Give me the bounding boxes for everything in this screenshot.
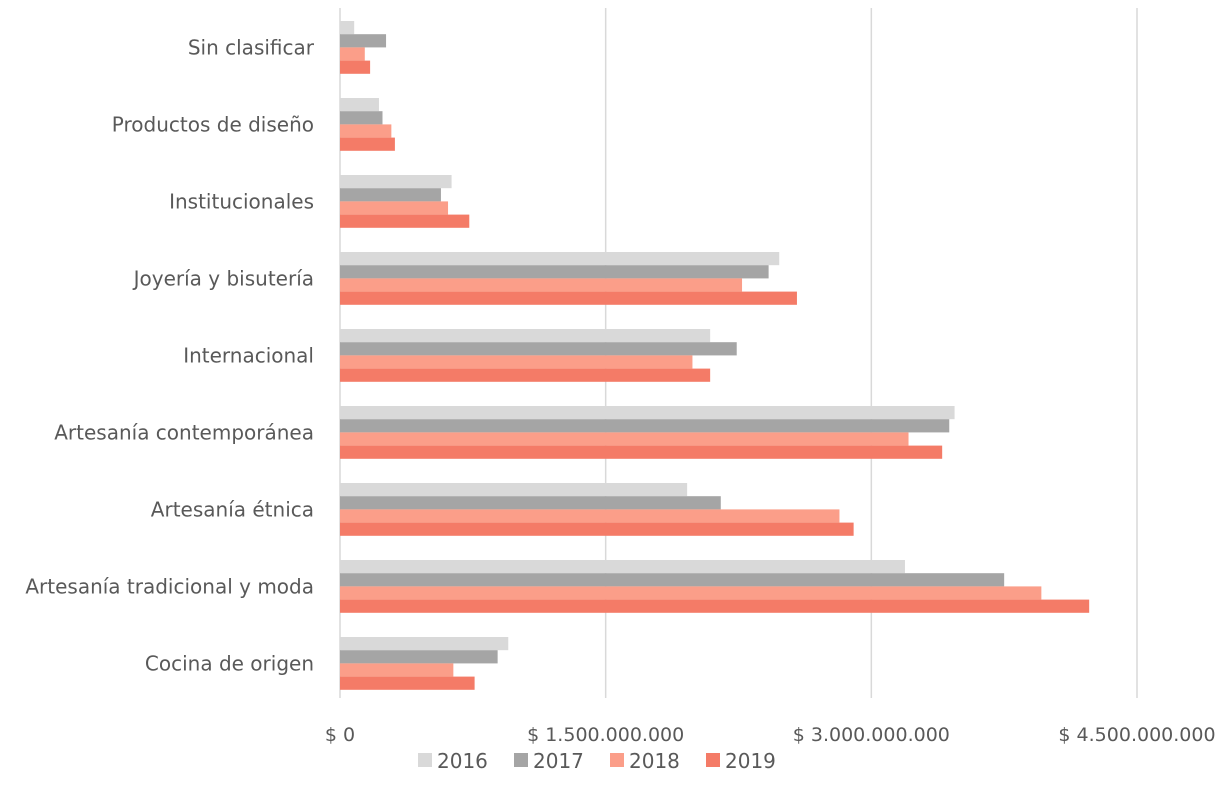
x-tick-labels: $ 0 $ 1.500.000.000 $ 3.000.000.000 $ 4.500…: [325, 724, 1216, 746]
x-tick-label: $ 4.500.000.000: [1058, 724, 1215, 746]
bar-2017: [340, 111, 383, 125]
bar-2017: [340, 496, 721, 510]
bars: [340, 21, 1090, 690]
bar-2017: [340, 188, 441, 202]
bar-2019: [340, 522, 854, 536]
bar-2017: [340, 419, 950, 433]
bar-2018: [340, 355, 693, 369]
category-label: Joyería y bisutería: [132, 266, 314, 290]
category-label: Artesanía étnica: [151, 497, 314, 521]
bar-2018: [340, 432, 909, 446]
bar-2016: [340, 637, 509, 651]
bar-2018: [340, 47, 365, 61]
category-label: Artesanía tradicional y moda: [25, 574, 314, 598]
legend-label: 2017: [533, 749, 584, 773]
bar-2019: [340, 60, 371, 74]
legend: 2016 2017 2018 2019: [418, 749, 776, 773]
bar-2018: [340, 663, 454, 677]
category-label: Artesanía contemporánea: [54, 420, 314, 444]
category-label: Sin clasificar: [188, 35, 315, 59]
category-label: Institucionales: [169, 189, 314, 213]
legend-label: 2018: [629, 749, 680, 773]
legend-swatch: [706, 753, 720, 767]
x-tick-label: $ 0: [325, 724, 355, 746]
bar-2019: [340, 599, 1090, 613]
legend-label: 2019: [725, 749, 776, 773]
bar-2019: [340, 368, 711, 382]
category-labels: Sin clasificar Productos de diseño Institu…: [25, 35, 314, 675]
bar-2017: [340, 650, 498, 664]
x-tick-label: $ 3.000.000.000: [793, 724, 950, 746]
bar-2016: [340, 406, 955, 420]
category-label: Productos de diseño: [112, 112, 314, 136]
bar-2019: [340, 214, 470, 228]
bar-2016: [340, 329, 711, 343]
bar-2019: [340, 445, 943, 459]
bar-2016: [340, 175, 452, 189]
bar-2017: [340, 34, 387, 48]
bar-2019: [340, 137, 395, 151]
category-label: Internacional: [183, 343, 314, 367]
bar-2017: [340, 573, 1005, 587]
category-label: Cocina de origen: [145, 651, 314, 675]
bar-2018: [340, 278, 743, 292]
x-tick-label: $ 1.500.000.000: [527, 724, 684, 746]
bar-2018: [340, 509, 840, 523]
bar-2016: [340, 252, 780, 266]
bar-2019: [340, 291, 797, 305]
bar-2016: [340, 98, 379, 112]
legend-label: 2016: [437, 749, 488, 773]
bar-2018: [340, 201, 449, 215]
bar-2016: [340, 21, 355, 35]
bar-2018: [340, 124, 392, 138]
bar-2016: [340, 560, 905, 574]
legend-swatch: [514, 753, 528, 767]
legend-swatch: [610, 753, 624, 767]
bar-2018: [340, 586, 1042, 600]
bar-2017: [340, 265, 769, 279]
bar-2016: [340, 483, 688, 497]
bar-2019: [340, 676, 475, 690]
legend-swatch: [418, 753, 432, 767]
bar-2017: [340, 342, 737, 356]
